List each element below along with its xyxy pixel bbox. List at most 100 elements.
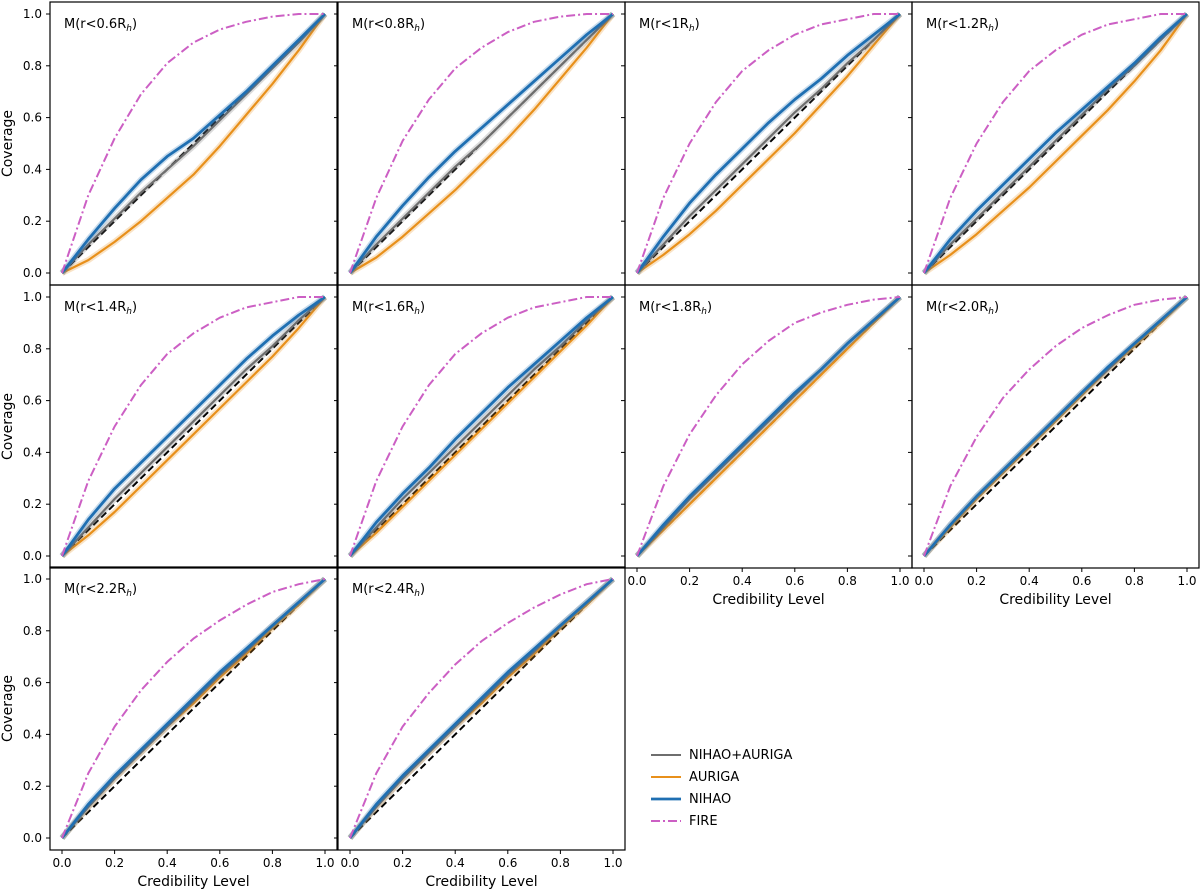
x-tick-label: 0.0 [340, 856, 359, 870]
series-line-auriga [636, 13, 901, 274]
panel-6: M(r<1.6Rh) [334, 284, 626, 569]
series-line-fire [923, 13, 1187, 274]
panel-10: M(r<2.4Rh) 0.0 0.2 0.4 0.6 0.8 1.0 Credibility … [334, 566, 626, 890]
series-line-nihao [635, 295, 901, 557]
y-tick-label: 1.0 [23, 290, 42, 304]
series-line-fire [61, 578, 326, 839]
legend-label-nihao: NIHAO [689, 792, 731, 807]
x-tick-label: 0.8 [838, 574, 857, 588]
panel-frame [49, 284, 338, 569]
legend-label-fire: FIRE [689, 814, 718, 829]
x-tick-label: 1.0 [890, 574, 909, 588]
y-tick-label: 0.2 [23, 779, 42, 793]
y-tick-label: 1.0 [23, 7, 42, 21]
panel-frame [337, 566, 626, 851]
series-line-fire [61, 13, 325, 274]
x-tick-label: 0.8 [1125, 574, 1144, 588]
panel-label: M(r<1.6Rh) [352, 300, 425, 317]
series-line-nihao-auriga [923, 13, 1188, 274]
series-line-fire [636, 13, 900, 274]
y-tick-label: 0.0 [23, 549, 42, 563]
series-line-auriga [349, 13, 614, 274]
x-axis-label: Credibility Level [712, 592, 824, 608]
y-axis-label: Coverage [0, 110, 16, 177]
series-line-nihao [922, 12, 1188, 274]
y-tick-label: 0.4 [23, 727, 42, 741]
y-tick-label: 0.8 [23, 59, 42, 73]
panel-label: M(r<2.4Rh) [352, 582, 425, 599]
x-tick-label: 1.0 [603, 856, 622, 870]
series-line-nihao [635, 12, 901, 274]
x-tick-label: 0.0 [52, 856, 71, 870]
series-line-nihao [922, 295, 1188, 557]
panel-2: M(r<0.8Rh) [334, 1, 626, 286]
y-tick-label: 0.8 [23, 342, 42, 356]
diagonal-reference-line [923, 13, 1188, 274]
panel-7: M(r<1.8Rh) 0.0 0.2 0.4 0.6 0.8 1.0 Credibility … [621, 284, 913, 608]
y-tick-label: 0.2 [23, 497, 42, 511]
series-line-nihao-auriga [61, 13, 326, 274]
x-tick-label: 0.6 [498, 856, 517, 870]
y-tick-label: 0.2 [23, 214, 42, 228]
y-axis-label: Coverage [0, 393, 16, 460]
y-tick-label: 0.0 [23, 831, 42, 845]
series-line-nihao [348, 295, 614, 557]
panel-label: M(r<2.2Rh) [64, 582, 137, 599]
series-line-nihao-auriga [61, 296, 326, 557]
panel-1: M(r<0.6Rh) 0.0 0.2 0.4 0.6 0.8 1.0 Coverage [0, 1, 338, 286]
x-tick-label: 0.0 [914, 574, 933, 588]
x-tick-label: 0.0 [627, 574, 646, 588]
y-tick-label: 0.4 [23, 445, 42, 459]
diagonal-reference-line [61, 13, 326, 274]
diagonal-reference-line [923, 296, 1188, 557]
series-line-fire [636, 296, 901, 557]
diagonal-reference-line [61, 296, 326, 557]
series-line-auriga [61, 13, 326, 274]
x-tick-label: 0.2 [680, 574, 699, 588]
y-tick-label: 0.6 [23, 394, 42, 408]
legend-label-nihao-auriga: NIHAO+AURIGA [689, 748, 792, 763]
x-tick-label: 0.6 [785, 574, 804, 588]
x-tick-label: 0.4 [446, 856, 465, 870]
series-band-nihao-auriga [59, 294, 327, 559]
series-line-nihao [60, 13, 326, 274]
series-line-auriga [349, 296, 614, 557]
panel-label: M(r<1.8Rh) [639, 300, 712, 317]
x-tick-label: 0.4 [158, 856, 177, 870]
x-tick-label: 1.0 [315, 856, 334, 870]
panel-label: M(r<1.2Rh) [926, 17, 999, 34]
series-line-fire [923, 296, 1188, 557]
y-tick-label: 0.6 [23, 676, 42, 690]
x-tick-label: 0.6 [1072, 574, 1091, 588]
x-tick-label: 0.4 [733, 574, 752, 588]
series-line-auriga [923, 13, 1188, 274]
panel-5: M(r<1.4Rh) 0.0 0.2 0.4 0.6 0.8 1.0 Coverage [0, 284, 338, 569]
x-tick-label: 0.4 [1020, 574, 1039, 588]
x-tick-label: 0.6 [210, 856, 229, 870]
y-tick-label: 1.0 [23, 572, 42, 586]
series-line-auriga [923, 296, 1188, 557]
panel-4: M(r<1.2Rh) [908, 1, 1200, 286]
diagonal-reference-line [349, 296, 614, 557]
panel-label: M(r<0.8Rh) [352, 17, 425, 34]
series-line-nihao [60, 295, 326, 557]
diagonal-reference-line [349, 578, 614, 839]
series-line-nihao [60, 577, 326, 839]
y-tick-label: 0.4 [23, 162, 42, 176]
panel-label: M(r<0.6Rh) [64, 17, 137, 34]
legend-label-auriga: AURIGA [689, 770, 739, 785]
series-line-fire [349, 578, 614, 839]
series-line-auriga [636, 296, 901, 557]
series-line-nihao-auriga [349, 296, 614, 557]
x-axis-label: Credibility Level [999, 592, 1111, 608]
x-axis-label: Credibility Level [137, 874, 249, 890]
series-line-auriga [61, 296, 326, 557]
panel-frame [49, 566, 338, 851]
series-line-nihao [348, 577, 614, 839]
panel-9: M(r<2.2Rh) 0.0 0.2 0.4 0.6 0.8 1.0 0.0 0.2 0.4 0.6… [0, 566, 338, 890]
series-line-fire [61, 296, 325, 557]
panel-label: M(r<1Rh) [639, 17, 700, 34]
diagonal-reference-line [61, 578, 326, 839]
series-line-nihao [348, 12, 614, 274]
